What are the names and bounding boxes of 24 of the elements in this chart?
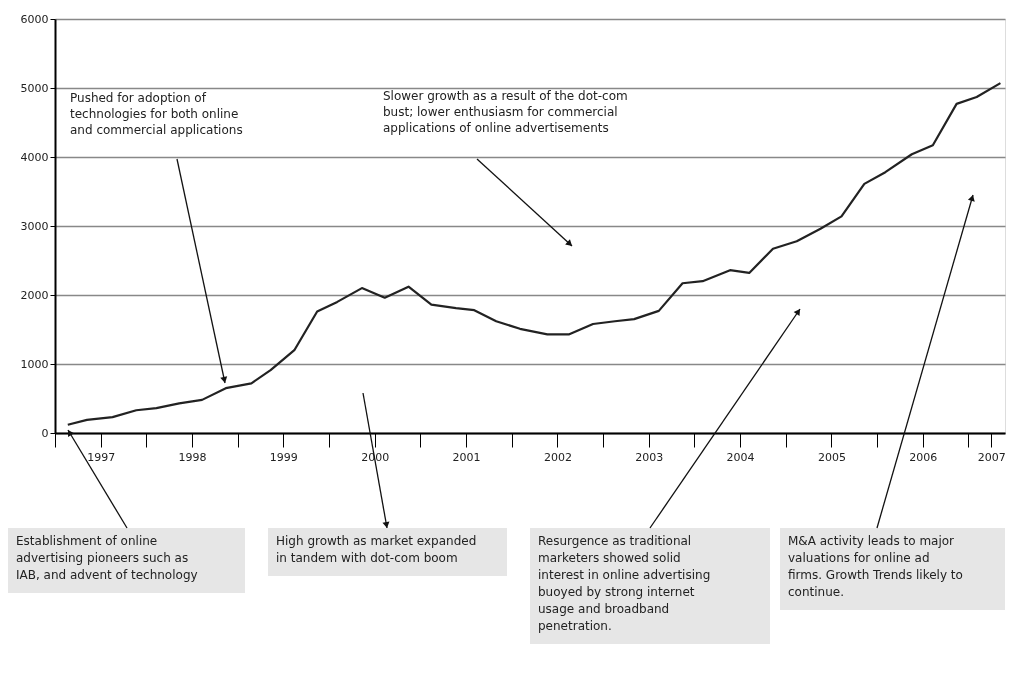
y-tick-label: 4000 xyxy=(20,150,49,164)
y-tick-label: 0 xyxy=(41,426,49,440)
y-tick-label: 1000 xyxy=(20,357,49,371)
line-series xyxy=(66,82,1002,426)
y-tick-label: 3000 xyxy=(20,219,49,233)
x-tick-label: 1997 xyxy=(87,450,116,464)
text: High growth as market expanded in tandem with dot-com boom xyxy=(276,534,477,565)
x-tick-label: 2003 xyxy=(635,450,664,464)
y-tick-label: 2000 xyxy=(20,288,49,302)
text: Resurgence as traditional marketers showed solid interest in online advertising buoyed by strong internet usage and broadband penetration. xyxy=(538,534,711,633)
x-tick-label: 2001 xyxy=(452,450,481,464)
x-tick-label: 1999 xyxy=(269,450,298,464)
x-tick-label: 2004 xyxy=(726,450,755,464)
annotation: Slower growth as a result of the dot-com bust; lower enthusiasm for commercial applications of online advertisements xyxy=(383,89,628,135)
text: Establishment of online advertising pioneers such as IAB, and advent of technology xyxy=(16,534,198,582)
x-tick-label: 2005 xyxy=(817,450,846,464)
x-tick-label: 2007 xyxy=(977,450,1006,464)
y-tick-label: 5000 xyxy=(20,81,49,95)
x-tick-label: 1998 xyxy=(178,450,207,464)
y-tick-label: 6000 xyxy=(20,12,49,26)
x-tick-label: 2006 xyxy=(909,450,938,464)
x-tick-label: 2002 xyxy=(543,450,572,464)
text: M&A activity leads to major valuations for online ad firms. Growth Trends likely to continue. xyxy=(788,534,963,599)
annotation: Pushed for adoption of technologies for both online and commercial applications xyxy=(70,91,243,137)
